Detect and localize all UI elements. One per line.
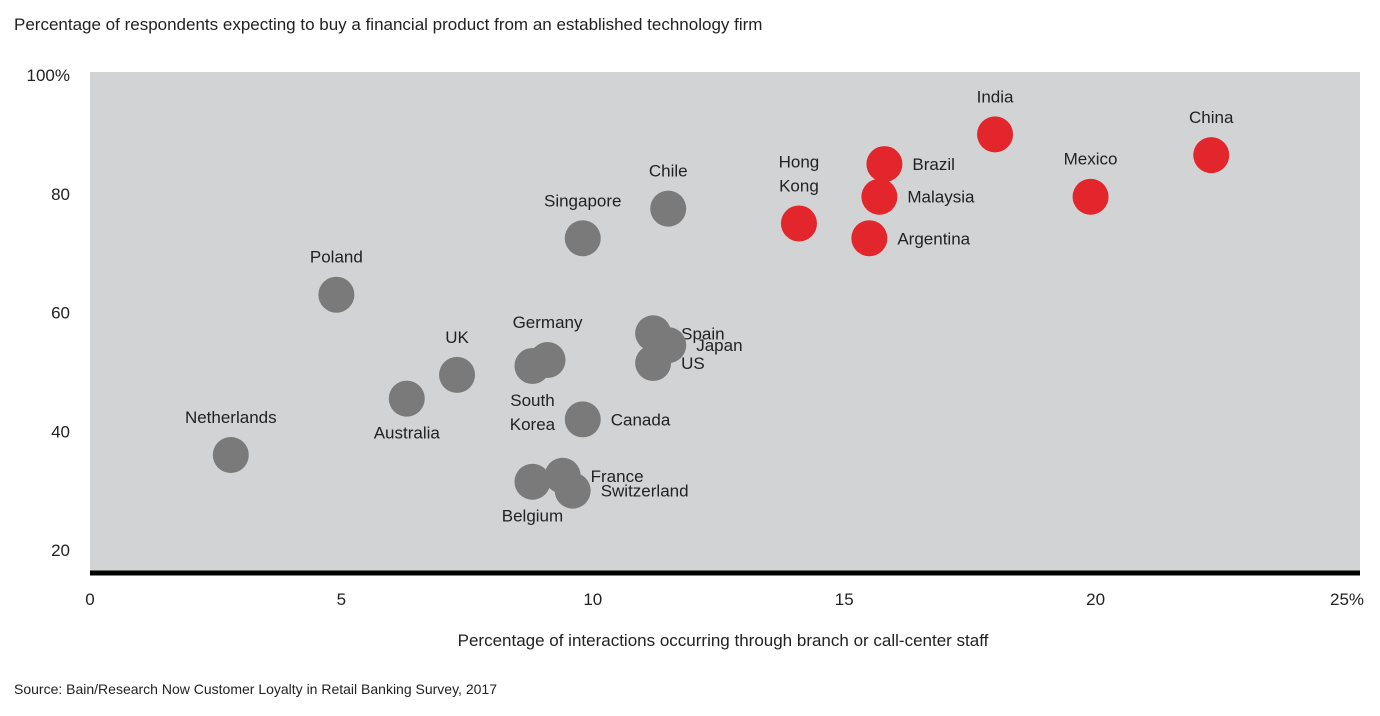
y-tick-label: 20: [51, 541, 70, 560]
data-point: [564, 401, 601, 438]
data-point: [212, 437, 249, 473]
data-point: [514, 463, 551, 500]
point-label: Hong Kong: [779, 152, 820, 195]
data-point: [1193, 137, 1230, 174]
data-point: [977, 116, 1014, 153]
x-tick-label: 20: [1086, 590, 1105, 609]
data-point: [866, 146, 903, 183]
point-label: Poland: [310, 248, 363, 267]
point-label: South Korea: [510, 391, 556, 434]
data-point: [388, 380, 425, 417]
data-points: Netherlands Poland Australia UK Germany South…: [185, 87, 1234, 525]
plot-area: [90, 72, 1360, 572]
data-point: [554, 472, 591, 509]
point-label: Netherlands: [185, 408, 277, 427]
data-point: [318, 276, 355, 313]
data-point: [861, 178, 898, 215]
x-tick-label: 25%: [1330, 590, 1364, 609]
x-axis-label: Percentage of interactions occurring thr…: [458, 631, 989, 650]
point-label: UK: [445, 328, 469, 347]
x-tick-label: 0: [85, 590, 94, 609]
data-point: [851, 220, 888, 257]
point-label: China: [1189, 108, 1234, 127]
y-axis-ticks: 20 40 60 80 100%: [27, 66, 70, 560]
point-label: Mexico: [1064, 150, 1118, 169]
y-tick-label: 80: [51, 185, 70, 204]
point-label: Singapore: [544, 191, 622, 210]
y-tick-label: 40: [51, 422, 70, 441]
point-label: Malaysia: [907, 188, 975, 207]
point-label: Argentina: [897, 229, 970, 248]
chart-title: Percentage of respondents expecting to b…: [14, 15, 762, 34]
point-label: Australia: [374, 424, 441, 443]
data-point: [780, 205, 817, 242]
point-label: Germany: [513, 313, 583, 332]
point-label: US: [681, 354, 705, 373]
y-tick-label: 60: [51, 304, 70, 323]
point-label: France: [591, 467, 644, 486]
point-label: Chile: [649, 162, 688, 181]
point-label: Spain: [681, 324, 724, 343]
point-label: Belgium: [502, 507, 563, 526]
data-point: [564, 220, 601, 257]
point-label: Japan: [696, 336, 742, 355]
point-label: Switzerland: [601, 482, 689, 501]
source-note: Source: Bain/Research Now Customer Loyal…: [14, 681, 497, 697]
x-axis-ticks: 0 5 10 15 20 25%: [85, 590, 1364, 609]
data-point: [635, 344, 672, 381]
point-label: Brazil: [912, 155, 955, 174]
x-tick-label: 5: [337, 590, 346, 609]
data-point: [439, 356, 476, 393]
point-label: Canada: [611, 410, 671, 429]
x-tick-label: 15: [835, 590, 854, 609]
y-tick-label: 100%: [27, 66, 70, 85]
data-point: [514, 347, 551, 384]
data-point: [1072, 178, 1109, 215]
data-point: [650, 190, 687, 227]
point-label: India: [977, 87, 1014, 106]
x-tick-label: 10: [583, 590, 602, 609]
